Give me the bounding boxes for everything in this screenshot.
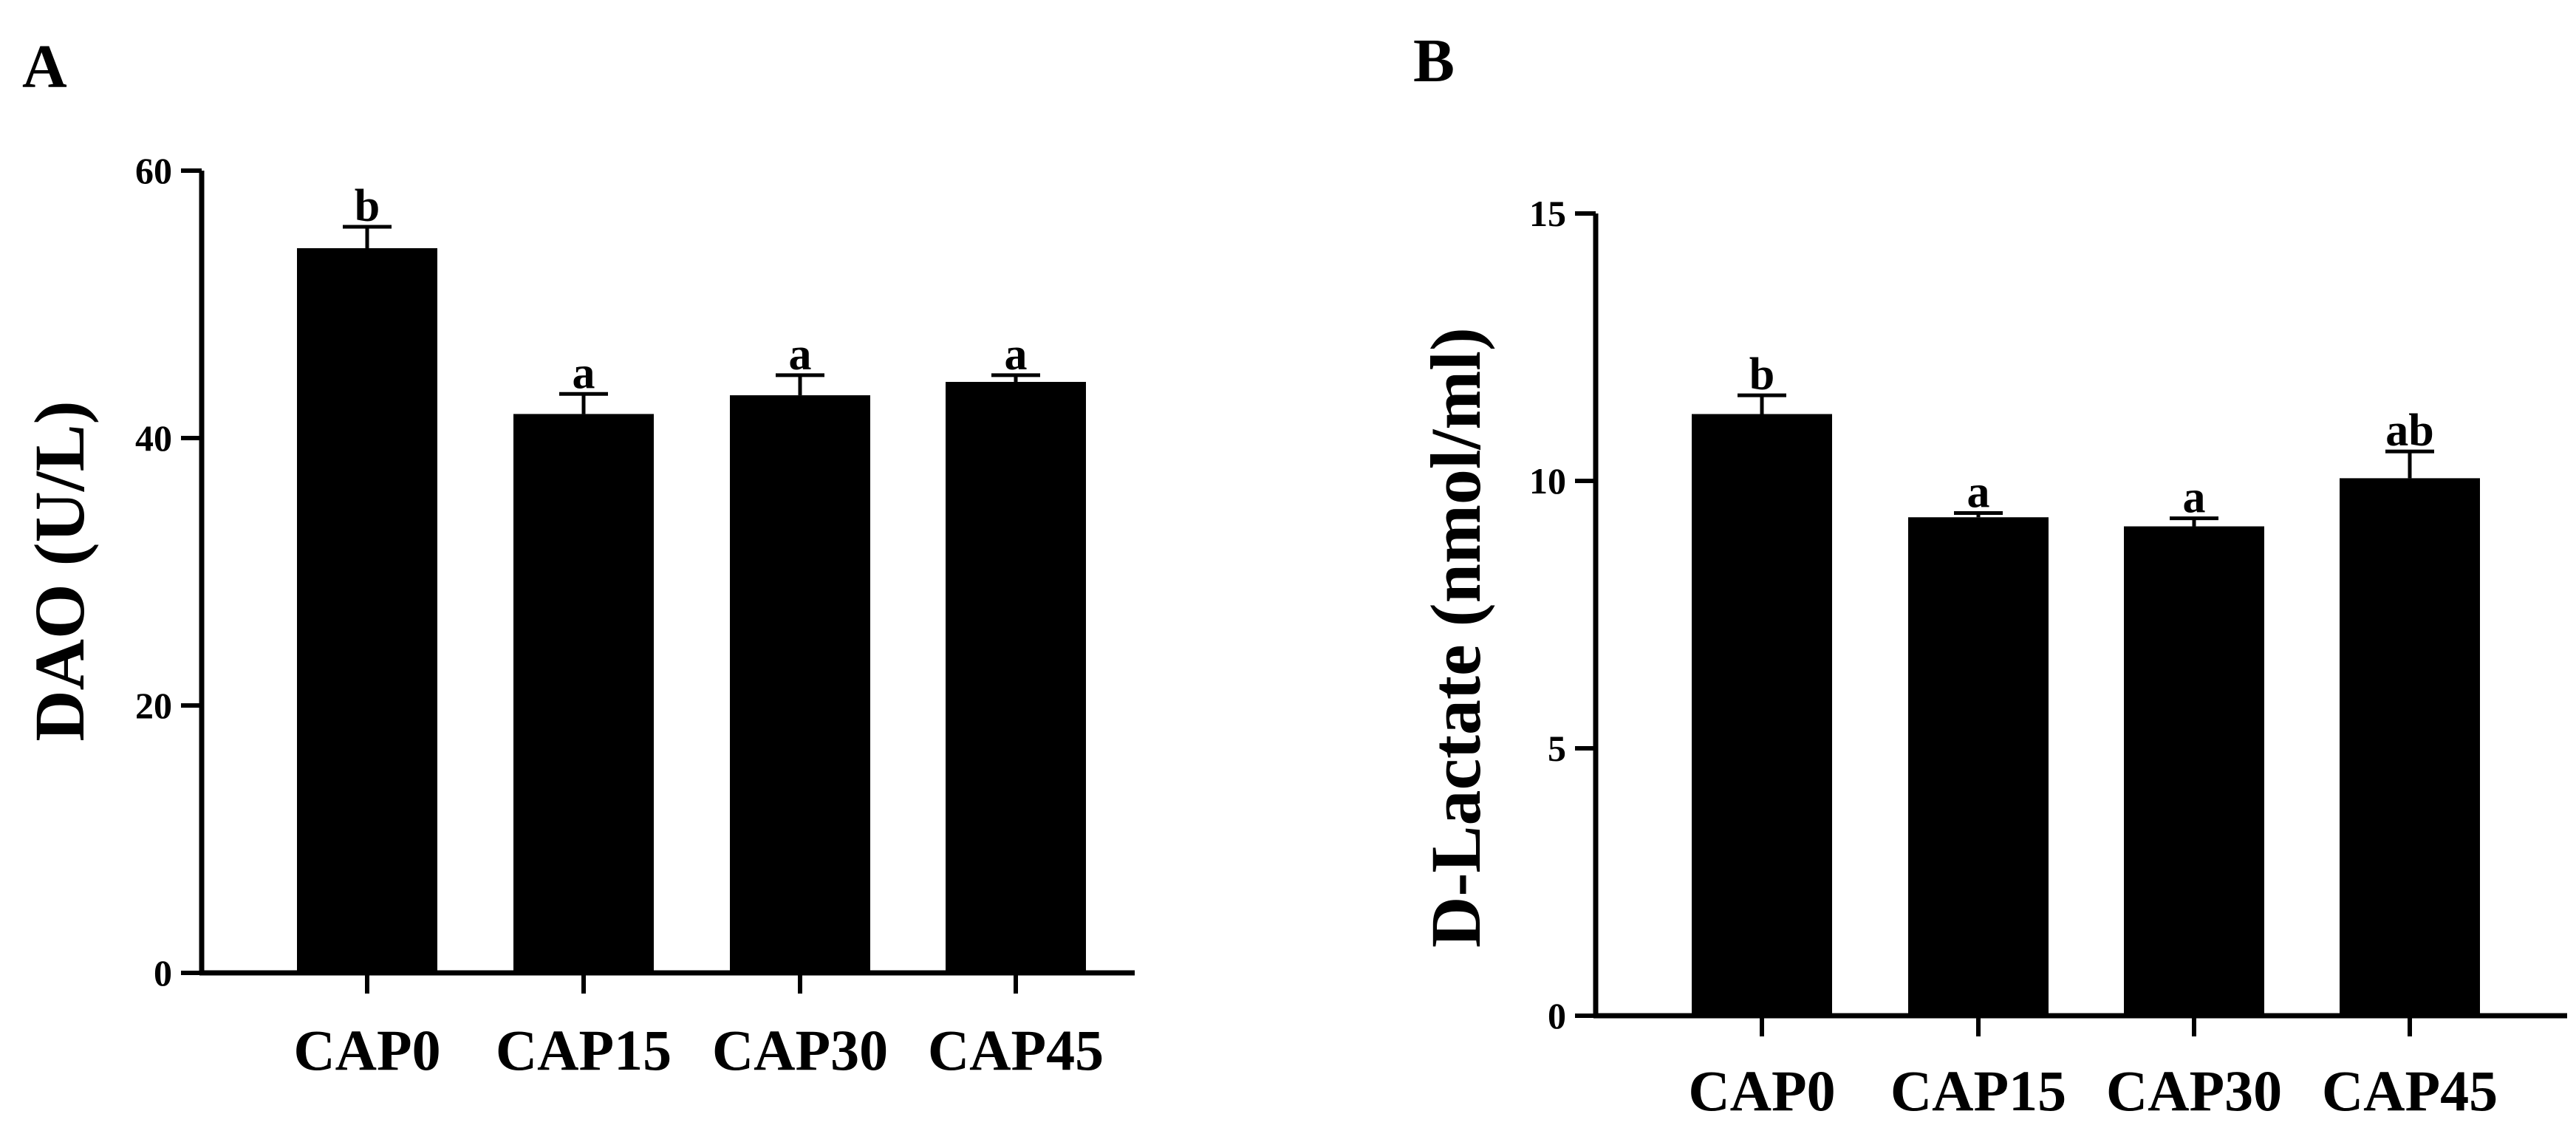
- chart-panel-a: A DAO (U/L) 0 20 40 60 b CAP0 a CAP15 a CAP30 a CA…: [20, 33, 1135, 1082]
- significance-label: a: [2183, 473, 2206, 523]
- y-tick-label: 10: [1529, 460, 1566, 502]
- chart-panel-b: B D-Lactate (nmol/ml) 0 5 10 15 b CAP0 a CAP15…: [1413, 27, 2567, 1123]
- significance-label: a: [789, 329, 812, 380]
- bar: [1908, 517, 2049, 1016]
- bar: [1692, 414, 1832, 1016]
- x-tick-label: CAP0: [1688, 1059, 1835, 1123]
- y-tick-label: 5: [1548, 728, 1566, 769]
- y-tick-label: 0: [1548, 995, 1566, 1036]
- panel-letter: B: [1413, 27, 1455, 95]
- y-ticks: 0 5 10 15: [1529, 193, 1596, 1036]
- bar: [297, 247, 437, 974]
- bar: [730, 395, 870, 973]
- panel-letter: A: [22, 33, 67, 101]
- x-tick-label: CAP15: [496, 1018, 672, 1082]
- x-tick-label: CAP15: [1890, 1059, 2066, 1123]
- y-tick-label: 60: [135, 150, 172, 191]
- y-ticks: 0 20 40 60: [135, 150, 202, 994]
- significance-label: b: [355, 181, 380, 231]
- significance-label: ab: [2385, 406, 2433, 456]
- y-tick-label: 40: [135, 417, 172, 459]
- significance-label: a: [1967, 467, 1990, 517]
- significance-label: b: [1749, 349, 1774, 400]
- x-tick-label: CAP0: [293, 1018, 440, 1082]
- bars: b CAP0 a CAP15 a CAP30 ab CAP45: [1688, 349, 2498, 1123]
- y-tick-label: 20: [135, 685, 172, 726]
- y-tick-label: 0: [154, 952, 172, 994]
- x-tick-label: CAP30: [712, 1018, 888, 1082]
- bar: [2340, 478, 2480, 1016]
- y-tick-label: 15: [1529, 193, 1566, 234]
- bar: [2124, 526, 2264, 1016]
- bars: b CAP0 a CAP15 a CAP30 a CAP45: [293, 181, 1104, 1082]
- x-tick-label: CAP45: [2322, 1059, 2498, 1123]
- y-axis-title: D-Lactate (nmol/ml): [1416, 327, 1495, 948]
- significance-label: a: [573, 348, 595, 398]
- significance-label: a: [1005, 329, 1028, 380]
- bar: [513, 414, 654, 973]
- bar: [946, 381, 1086, 973]
- x-tick-label: CAP30: [2106, 1059, 2282, 1123]
- y-axis-title: DAO (U/L): [20, 400, 99, 741]
- x-tick-label: CAP45: [928, 1018, 1104, 1082]
